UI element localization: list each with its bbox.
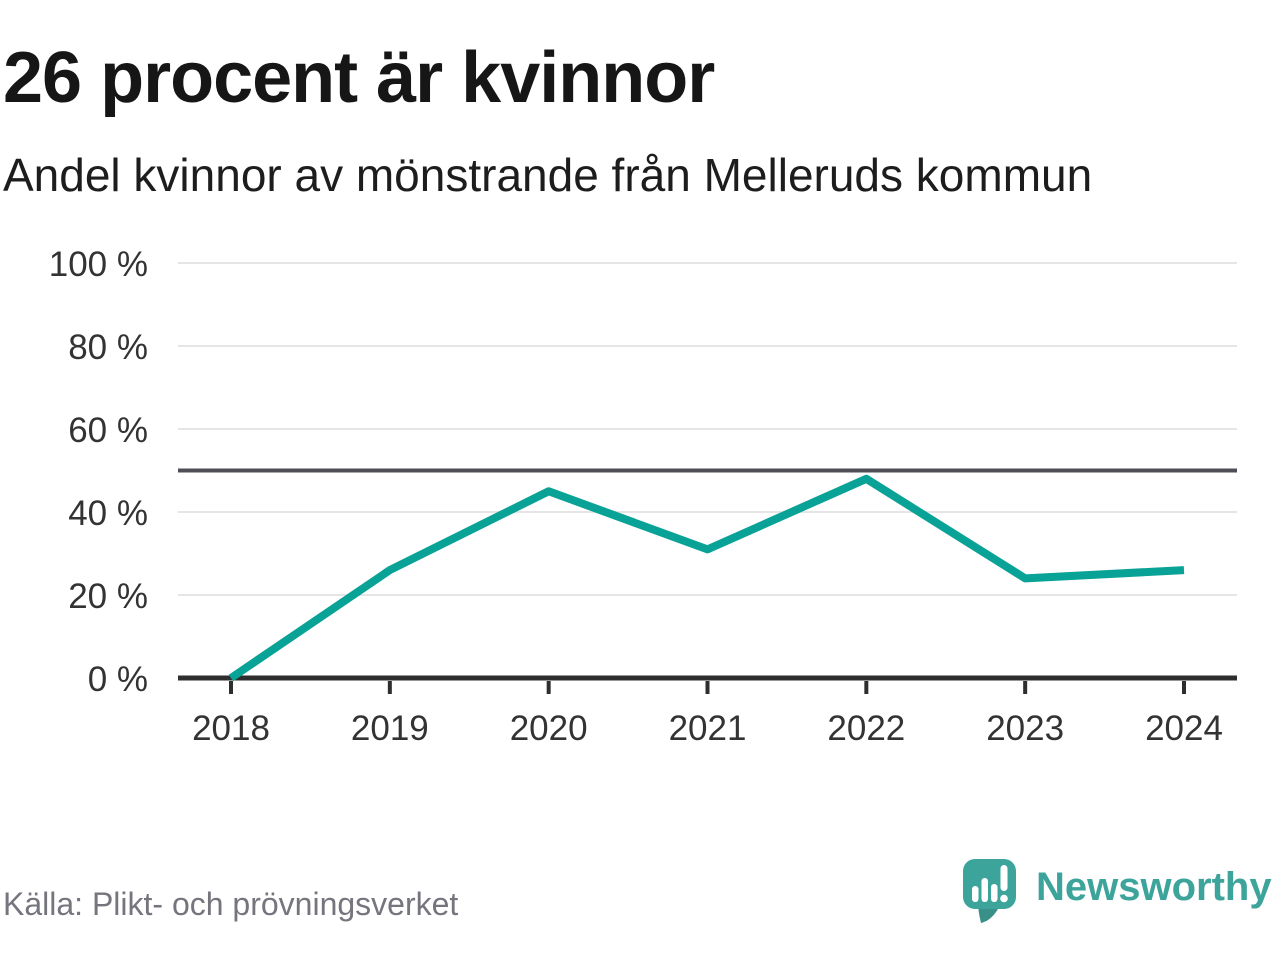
speech-bubble-bar-chart-icon (963, 859, 1016, 923)
y-tick-label: 0 % (88, 660, 148, 699)
y-tick-label: 40 % (68, 494, 148, 533)
bar-2 (981, 878, 988, 902)
newsworthy-logo: Newsworthy (962, 857, 1272, 929)
chart-subtitle: Andel kvinnor av mönstrande från Melleru… (3, 149, 1093, 201)
bubble-body (963, 859, 1016, 909)
x-tick-label: 2021 (669, 709, 747, 748)
exclamation-dot (1000, 894, 1008, 903)
x-tick-label: 2024 (1145, 709, 1223, 748)
x-tick-label: 2023 (986, 709, 1064, 748)
y-tick-label: 60 % (68, 411, 148, 450)
source-note: Källa: Plikt- och prövningsverket (3, 886, 459, 922)
bar-3 (991, 884, 998, 902)
x-tick-label: 2020 (510, 709, 588, 748)
bar-1 (972, 886, 979, 902)
x-tick-label: 2018 (192, 709, 270, 748)
x-tick-label: 2019 (351, 709, 429, 748)
x-tick-label: 2022 (827, 709, 905, 748)
chart-title: 26 procent är kvinnor (3, 38, 715, 118)
y-tick-label: 80 % (68, 328, 148, 367)
series-line (228, 474, 1185, 682)
y-tick-label: 100 % (49, 245, 148, 284)
brand-wordmark: Newsworthy (1036, 865, 1272, 909)
y-tick-label: 20 % (68, 577, 148, 616)
exclamation-bar (1000, 865, 1008, 891)
